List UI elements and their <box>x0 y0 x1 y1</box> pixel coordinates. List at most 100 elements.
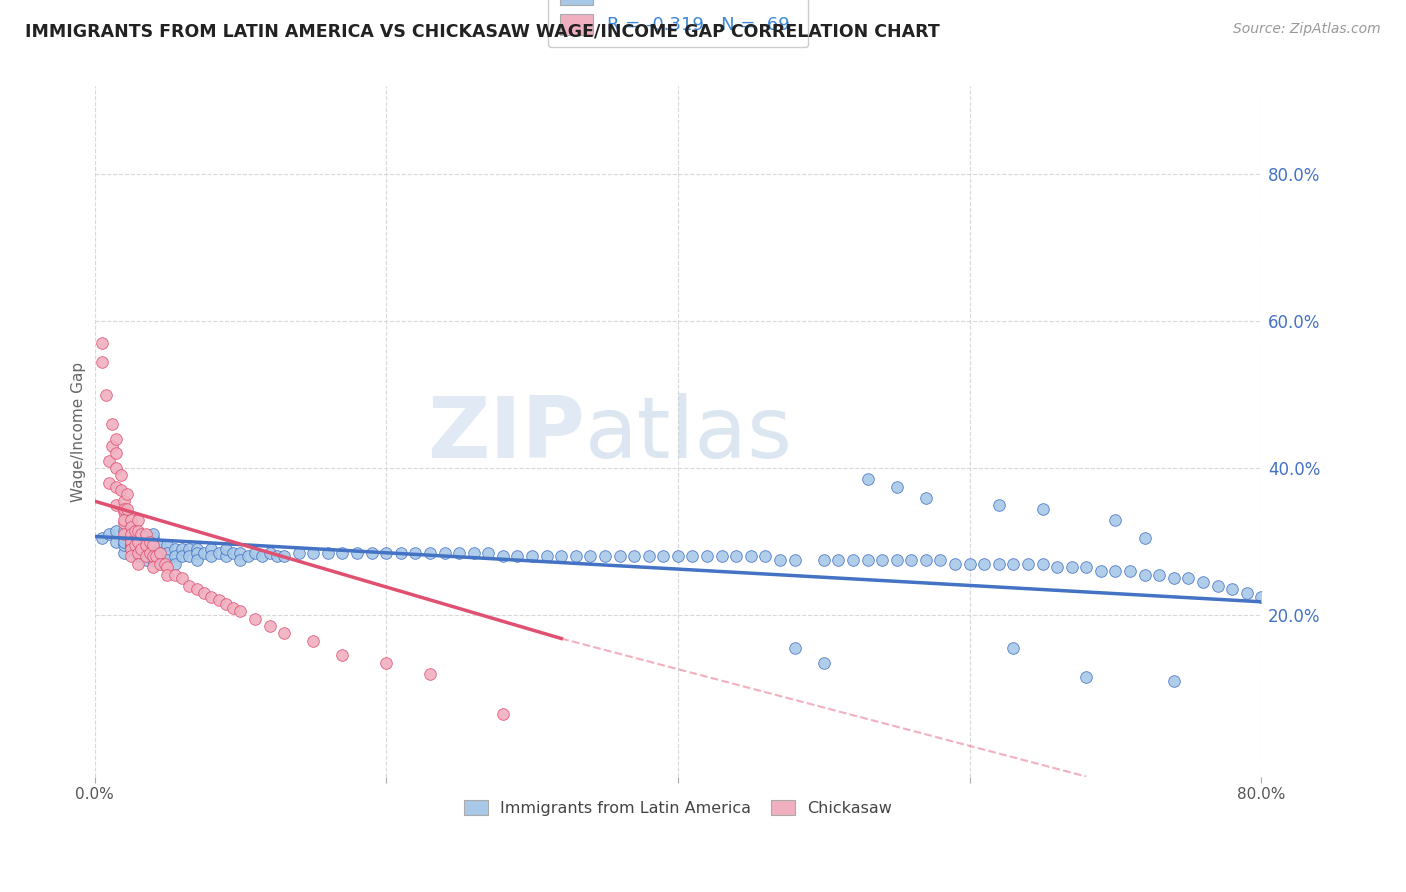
Point <box>153 557 176 571</box>
Point <box>193 545 215 559</box>
Point <box>783 553 806 567</box>
Point <box>112 501 135 516</box>
Point <box>163 567 186 582</box>
Point <box>1133 567 1156 582</box>
Point <box>886 479 908 493</box>
Point <box>200 549 222 564</box>
Point <box>666 549 689 564</box>
Point <box>120 512 142 526</box>
Point <box>1031 557 1053 571</box>
Point <box>124 524 146 538</box>
Point <box>135 549 157 564</box>
Text: ZIP: ZIP <box>427 393 585 476</box>
Point <box>1236 586 1258 600</box>
Point <box>783 640 806 655</box>
Point <box>120 520 142 534</box>
Point <box>149 553 172 567</box>
Point <box>120 549 142 564</box>
Point <box>142 538 165 552</box>
Point <box>492 549 515 564</box>
Point <box>259 545 281 559</box>
Point <box>149 545 172 559</box>
Point <box>200 541 222 556</box>
Point <box>120 534 142 549</box>
Point <box>754 549 776 564</box>
Point <box>856 472 879 486</box>
Point <box>139 534 162 549</box>
Point <box>170 571 193 585</box>
Point <box>243 612 266 626</box>
Point <box>252 549 274 564</box>
Point <box>229 604 252 618</box>
Point <box>1031 501 1053 516</box>
Point <box>886 553 908 567</box>
Point <box>449 545 471 559</box>
Point <box>769 553 792 567</box>
Point <box>725 549 748 564</box>
Point <box>170 549 193 564</box>
Point <box>1090 564 1112 578</box>
Point <box>127 557 149 571</box>
Point <box>142 553 165 567</box>
Point <box>1147 567 1170 582</box>
Point <box>302 633 325 648</box>
Point <box>142 527 165 541</box>
Point <box>186 541 208 556</box>
Point <box>419 545 441 559</box>
Point <box>1076 670 1098 684</box>
Point <box>375 545 398 559</box>
Point <box>156 567 179 582</box>
Point <box>215 597 238 611</box>
Point <box>1060 560 1083 574</box>
Point <box>105 498 128 512</box>
Point <box>142 531 165 545</box>
Point <box>243 545 266 559</box>
Point <box>1002 640 1025 655</box>
Point <box>145 549 167 564</box>
Point <box>110 468 132 483</box>
Point <box>112 494 135 508</box>
Point <box>1206 579 1229 593</box>
Point <box>740 549 762 564</box>
Point <box>170 541 193 556</box>
Point <box>135 527 157 541</box>
Point <box>827 553 849 567</box>
Point <box>101 417 124 431</box>
Point <box>156 545 179 559</box>
Point <box>105 461 128 475</box>
Point <box>404 545 426 559</box>
Point <box>1046 560 1069 574</box>
Point <box>112 531 135 545</box>
Point <box>959 557 981 571</box>
Point <box>90 336 112 351</box>
Point <box>127 531 149 545</box>
Point <box>135 545 157 559</box>
Point <box>236 549 259 564</box>
Text: IMMIGRANTS FROM LATIN AMERICA VS CHICKASAW WAGE/INCOME GAP CORRELATION CHART: IMMIGRANTS FROM LATIN AMERICA VS CHICKAS… <box>25 22 941 40</box>
Point <box>142 545 165 559</box>
Point <box>110 483 132 498</box>
Point <box>259 619 281 633</box>
Point <box>520 549 543 564</box>
Point <box>1177 571 1199 585</box>
Point <box>813 656 835 670</box>
Point <box>142 560 165 574</box>
Point <box>929 553 952 567</box>
Point <box>1104 512 1126 526</box>
Point <box>127 545 149 559</box>
Point <box>112 545 135 559</box>
Point <box>710 549 733 564</box>
Point <box>120 538 142 552</box>
Text: Source: ZipAtlas.com: Source: ZipAtlas.com <box>1233 22 1381 37</box>
Point <box>105 446 128 460</box>
Point <box>229 545 252 559</box>
Point <box>433 545 456 559</box>
Point <box>1002 557 1025 571</box>
Point <box>156 538 179 552</box>
Point <box>186 582 208 597</box>
Point <box>112 534 135 549</box>
Point <box>1163 674 1185 689</box>
Point <box>870 553 893 567</box>
Point <box>105 432 128 446</box>
Point <box>135 531 157 545</box>
